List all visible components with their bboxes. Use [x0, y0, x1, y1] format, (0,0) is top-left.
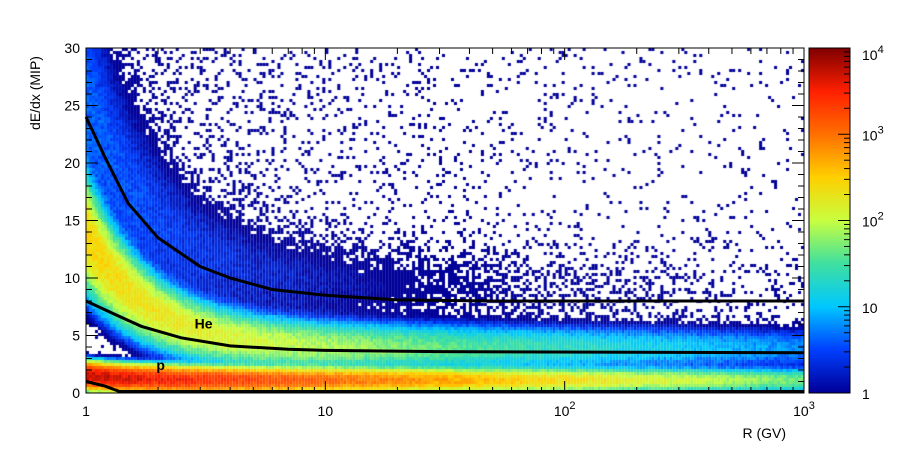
y-tick-label: 20 — [64, 155, 80, 171]
y-axis: 0 5 10 15 20 25 30 — [64, 40, 804, 401]
y-tick-label: 15 — [64, 213, 80, 229]
z-tick-label: 104 — [862, 44, 884, 63]
cut-curve-1 — [85, 299, 805, 355]
z-axis: 1 10 102 103 104 — [838, 44, 884, 402]
x-axis-label: R (GV) — [742, 425, 786, 441]
x-tick-label: 1 — [82, 403, 90, 419]
z-tick-label: 1 — [862, 386, 870, 402]
x-tick-label: 10 — [318, 403, 334, 419]
cut-curve-2 — [85, 380, 804, 393]
cut-curves — [84, 116, 805, 393]
y-axis-label: dE/dx (MIP) — [27, 56, 43, 130]
y-tick-label: 30 — [64, 40, 80, 56]
cut-curve-0 — [84, 116, 804, 303]
z-tick-label: 102 — [862, 211, 884, 230]
heatmap-cells — [86, 48, 804, 393]
annotation-p: p — [156, 357, 165, 373]
y-tick-label: 25 — [64, 98, 80, 114]
annotations: He p — [156, 316, 212, 373]
y-tick-label: 0 — [72, 385, 80, 401]
x-tick-label: 103 — [793, 400, 815, 419]
y-tick-label: 10 — [64, 270, 80, 286]
z-tick-label: 10 — [862, 300, 878, 316]
annotation-he: He — [195, 316, 213, 332]
x-axis: 1 10 102 103 — [82, 48, 815, 419]
x-tick-label: 102 — [554, 400, 576, 419]
y-tick-label: 5 — [72, 328, 80, 344]
z-tick-label: 103 — [862, 124, 884, 143]
